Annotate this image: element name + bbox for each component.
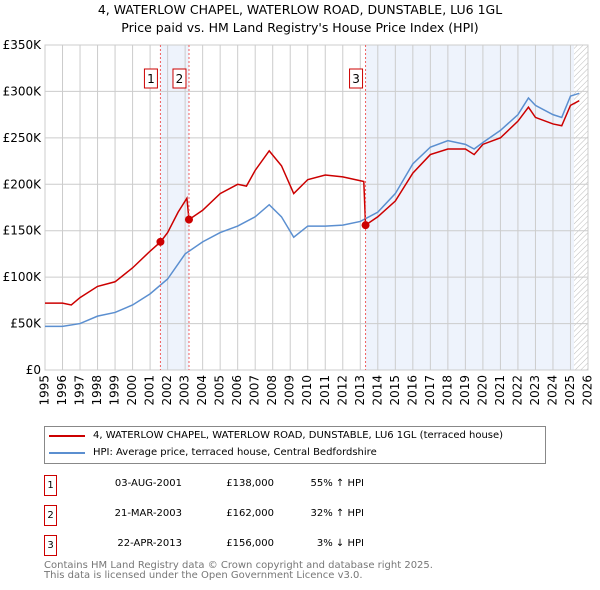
footer-copyright: Contains HM Land Registry data © Crown c… <box>44 560 433 571</box>
y-tick-label: £200K <box>3 177 43 191</box>
footer: Contains HM Land Registry data © Crown c… <box>44 561 433 581</box>
x-tick-label: 2011 <box>318 375 332 406</box>
y-tick-label: £250K <box>3 131 43 145</box>
sale-price: £156,000 <box>226 538 274 549</box>
sale-marker: 2 <box>44 505 57 526</box>
chart-title: 4, WATERLOW CHAPEL, WATERLOW ROAD, DUNST… <box>97 2 503 17</box>
x-tick-label: 1998 <box>90 375 104 406</box>
x-tick-label: 2007 <box>248 375 262 406</box>
x-tick-label: 2018 <box>440 375 454 406</box>
chart-legend: 4, WATERLOW CHAPEL, WATERLOW ROAD, DUNST… <box>44 426 546 464</box>
x-tick-label: 2006 <box>230 375 244 406</box>
sale-label-box <box>172 68 187 89</box>
sale-date: 21-MAR-2003 <box>114 508 182 519</box>
sale-marker: 1 <box>44 475 57 496</box>
x-tick-label: 2001 <box>143 375 157 406</box>
legend-blue-swatch <box>49 451 85 454</box>
sale-hpi: 55% ↑ HPI <box>310 478 364 489</box>
x-tick-label: 2025 <box>563 375 577 406</box>
x-tick-label: 1995 <box>38 375 52 406</box>
y-tick-label: £50K <box>10 317 42 331</box>
property-price-line <box>45 100 580 306</box>
sale-row: 2 21-MAR-2003 £162,000 32% ↑ HPI <box>44 505 444 526</box>
x-tick-label: 2016 <box>405 375 419 406</box>
sale-hpi: 3% ↓ HPI <box>316 538 364 549</box>
x-tick-label: 2008 <box>265 375 279 406</box>
x-tick-label: 2017 <box>423 375 437 406</box>
shaded-period <box>160 45 189 370</box>
x-tick-label: 2024 <box>545 375 559 406</box>
legend-property: 4, WATERLOW CHAPEL, WATERLOW ROAD, DUNST… <box>93 430 504 441</box>
shaded-period <box>365 45 574 370</box>
sale-label-box <box>143 68 158 89</box>
legend-hpi: HPI: Average price, terraced house, Cent… <box>93 447 377 458</box>
x-tick-label: 2020 <box>475 375 489 406</box>
x-tick-label: 2023 <box>528 375 542 406</box>
sale-row: 1 03-AUG-2001 £138,000 55% ↑ HPI <box>44 475 444 496</box>
sale-row: 3 22-APR-2013 £156,000 3% ↓ HPI <box>44 535 444 556</box>
y-tick-label: £100K <box>3 270 43 284</box>
x-tick-label: 1999 <box>108 375 122 406</box>
y-tick-label: £0 <box>26 363 41 377</box>
sale-label: 3 <box>352 72 360 86</box>
sale-point <box>184 215 193 224</box>
sale-hpi: 32% ↑ HPI <box>310 508 364 519</box>
x-tick-label: 2000 <box>125 375 139 406</box>
x-tick-label: 2014 <box>370 375 384 406</box>
x-tick-label: 2019 <box>458 375 472 406</box>
x-tick-label: 2003 <box>178 375 192 406</box>
y-tick-label: £350K <box>3 38 43 52</box>
sale-label-box <box>349 68 364 89</box>
x-tick-label: 2012 <box>335 375 349 406</box>
future-hatch <box>573 45 588 370</box>
x-tick-label: 2010 <box>300 375 314 406</box>
x-tick-label: 2004 <box>195 375 209 406</box>
sale-marker: 3 <box>44 535 57 556</box>
x-tick-label: 2026 <box>581 375 595 406</box>
sale-point <box>361 221 370 230</box>
sale-label: 1 <box>147 72 155 86</box>
x-tick-label: 1996 <box>55 375 69 406</box>
sale-date: 22-APR-2013 <box>117 538 182 549</box>
sale-point <box>156 237 165 246</box>
y-tick-label: £300K <box>3 84 43 98</box>
y-tick-label: £150K <box>3 224 43 238</box>
sale-label: 2 <box>176 72 184 86</box>
x-tick-label: 1997 <box>73 375 87 406</box>
x-tick-label: 2005 <box>213 375 227 406</box>
x-tick-label: 2009 <box>283 375 297 406</box>
sale-price: £162,000 <box>226 508 274 519</box>
x-tick-label: 2015 <box>388 375 402 406</box>
sale-price: £138,000 <box>226 478 274 489</box>
sale-date: 03-AUG-2001 <box>114 478 182 489</box>
x-tick-label: 2021 <box>493 375 507 406</box>
plot-frame <box>44 44 589 371</box>
legend-red-swatch <box>49 434 85 437</box>
x-tick-label: 2002 <box>160 375 174 406</box>
x-tick-label: 2013 <box>353 375 367 406</box>
x-tick-label: 2022 <box>510 375 524 406</box>
footer-licence: This data is licensed under the Open Gov… <box>44 570 363 581</box>
hpi-line <box>45 92 580 328</box>
chart-subtitle: Price paid vs. HM Land Registry's House … <box>121 20 479 35</box>
